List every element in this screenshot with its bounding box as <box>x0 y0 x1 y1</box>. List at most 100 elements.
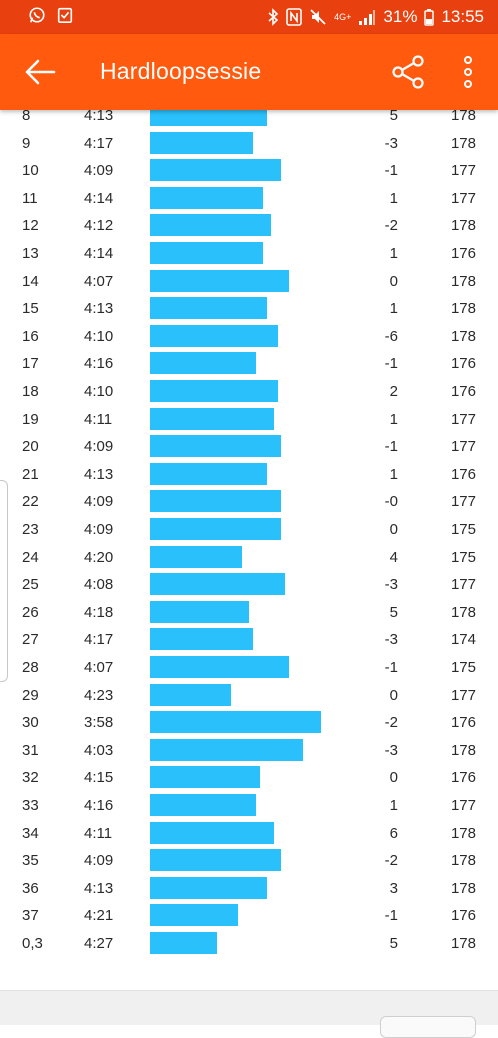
split-elevation: -3 <box>384 631 398 649</box>
split-elevation: 1 <box>389 410 398 428</box>
split-pace: 4:21 <box>84 907 114 925</box>
split-pace: 4:07 <box>84 272 114 290</box>
split-km: 31 <box>22 741 39 759</box>
split-pace: 4:10 <box>84 327 114 345</box>
split-row: 31 4:03 -3 178 <box>0 737 498 765</box>
whatsapp-icon <box>29 7 45 23</box>
split-row: 14 4:07 0 178 <box>0 268 498 296</box>
split-heart-rate: 176 <box>450 769 476 787</box>
split-row: 30 3:58 -2 176 <box>0 709 498 737</box>
share-icon[interactable] <box>390 54 426 90</box>
split-pace: 4:18 <box>84 603 114 621</box>
split-km: 20 <box>22 438 39 456</box>
edge-panel-handle[interactable] <box>0 480 8 682</box>
split-km: 22 <box>22 493 39 511</box>
split-elevation: 0 <box>389 769 398 787</box>
split-km: 15 <box>22 300 39 318</box>
system-status: 4G+ 31% 13:55 <box>267 7 484 27</box>
split-elevation: 3 <box>389 879 398 897</box>
split-elevation: 0 <box>389 521 398 538</box>
split-km: 21 <box>22 465 39 483</box>
split-km: 17 <box>22 355 39 373</box>
pace-bar <box>150 573 285 596</box>
split-elevation: 5 <box>389 603 398 621</box>
split-elevation: 0 <box>389 272 398 290</box>
split-km: 13 <box>22 245 39 262</box>
split-row: 27 4:17 -3 174 <box>0 626 498 654</box>
split-heart-rate: 177 <box>450 189 476 207</box>
split-row: 17 4:16 -1 176 <box>0 350 498 378</box>
split-km: 37 <box>22 907 39 925</box>
split-heart-rate: 175 <box>450 521 476 538</box>
split-elevation: -1 <box>384 907 398 925</box>
page-title: Hardloopsessie <box>100 58 262 84</box>
split-elevation: 6 <box>389 824 398 842</box>
back-arrow-icon[interactable] <box>22 54 58 90</box>
split-heart-rate: 176 <box>450 465 476 483</box>
split-elevation: 5 <box>389 107 398 124</box>
split-row: 37 4:21 -1 176 <box>0 902 498 930</box>
split-km: 18 <box>22 383 39 400</box>
split-row: 11 4:14 1 177 <box>0 185 498 213</box>
split-heart-rate: 177 <box>450 576 476 594</box>
split-elevation: -1 <box>384 438 398 456</box>
pace-bar <box>150 738 303 761</box>
split-pace: 4:17 <box>84 134 114 152</box>
split-km: 32 <box>22 769 39 787</box>
split-row: 34 4:11 6 178 <box>0 820 498 848</box>
split-heart-rate: 178 <box>450 134 476 152</box>
split-km: 24 <box>22 548 39 566</box>
split-row: 16 4:10 -6 178 <box>0 323 498 351</box>
split-heart-rate: 178 <box>450 603 476 621</box>
split-km: 23 <box>22 521 39 538</box>
split-pace: 4:03 <box>84 741 114 759</box>
split-pace: 4:12 <box>84 217 114 235</box>
pace-bar <box>150 711 321 734</box>
pace-bar <box>150 324 278 347</box>
split-pace: 4:14 <box>84 245 114 262</box>
split-heart-rate: 177 <box>450 438 476 456</box>
split-elevation: 1 <box>389 797 398 814</box>
split-heart-rate: 178 <box>450 217 476 235</box>
split-km: 16 <box>22 327 39 345</box>
split-heart-rate: 176 <box>450 907 476 925</box>
splits-list[interactable]: 8 4:13 5 178 9 4:17 -3 178 10 4:09 -1 177 11 4:14 1 177… <box>0 102 498 990</box>
split-pace: 4:16 <box>84 797 114 814</box>
split-row: 13 4:14 1 176 <box>0 240 498 268</box>
split-km: 8 <box>22 107 31 124</box>
split-pace: 4:23 <box>84 686 114 704</box>
split-elevation: 1 <box>389 245 398 262</box>
split-heart-rate: 177 <box>450 410 476 428</box>
pace-bar <box>150 656 289 678</box>
split-pace: 4:10 <box>84 383 114 400</box>
pace-bar <box>150 297 267 320</box>
split-heart-rate: 176 <box>450 383 476 400</box>
pace-bar <box>150 435 282 458</box>
split-pace: 4:11 <box>84 824 113 842</box>
split-heart-rate: 177 <box>450 797 476 814</box>
split-row: 25 4:08 -3 177 <box>0 571 498 599</box>
split-heart-rate: 178 <box>450 824 476 842</box>
pace-bar <box>150 159 282 182</box>
footer-button[interactable] <box>380 1016 476 1038</box>
split-heart-rate: 175 <box>450 548 476 566</box>
split-row: 15 4:13 1 178 <box>0 295 498 323</box>
split-row: 26 4:18 5 178 <box>0 599 498 627</box>
pace-bar <box>150 462 267 485</box>
split-row: 23 4:09 0 175 <box>0 516 498 544</box>
split-heart-rate: 177 <box>450 493 476 511</box>
split-km: 19 <box>22 410 39 428</box>
pace-bar <box>150 214 271 237</box>
split-heart-rate: 178 <box>450 327 476 345</box>
split-pace: 4:07 <box>84 659 114 676</box>
battery-icon <box>424 9 435 26</box>
split-row: 32 4:15 0 176 <box>0 764 498 792</box>
split-heart-rate: 174 <box>450 631 476 649</box>
split-heart-rate: 178 <box>450 879 476 897</box>
split-elevation: 1 <box>389 189 398 207</box>
split-km: 0,3 <box>22 935 43 952</box>
more-vert-icon[interactable] <box>455 52 481 92</box>
split-km: 26 <box>22 603 39 621</box>
split-pace: 4:16 <box>84 355 114 373</box>
split-pace: 4:09 <box>84 852 114 870</box>
